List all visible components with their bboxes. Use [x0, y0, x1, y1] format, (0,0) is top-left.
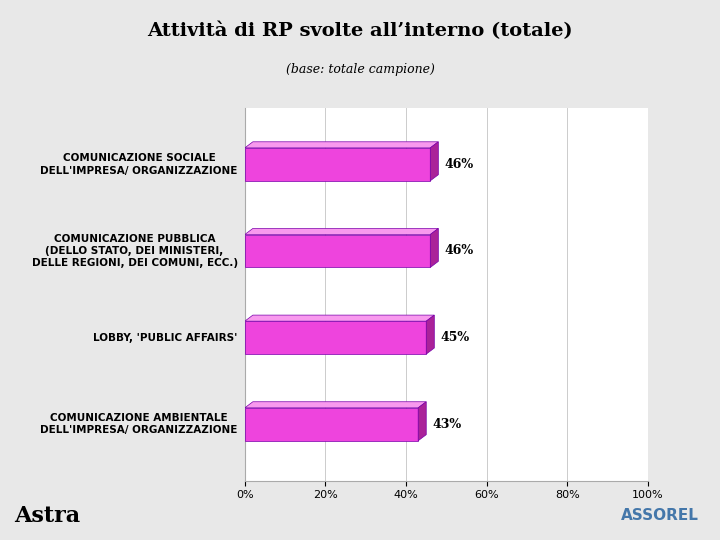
Text: Attività di RP svolte all’interno (totale): Attività di RP svolte all’interno (total… — [147, 22, 573, 40]
Polygon shape — [431, 142, 438, 181]
Polygon shape — [245, 315, 434, 321]
Bar — [245, 408, 418, 441]
Text: COMUNICAZIONE PUBBLICA
(DELLO STATO, DEI MINISTERI,
DELLE REGIONI, DEI COMUNI, E: COMUNICAZIONE PUBBLICA (DELLO STATO, DEI… — [32, 234, 238, 268]
Text: LOBBY, 'PUBLIC AFFAIRS': LOBBY, 'PUBLIC AFFAIRS' — [94, 333, 238, 342]
Text: 45%: 45% — [441, 331, 469, 344]
Text: 43%: 43% — [432, 418, 462, 431]
Bar — [245, 321, 426, 354]
Text: COMUNICAZIONE SOCIALE
DELL'IMPRESA/ ORGANIZZAZIONE: COMUNICAZIONE SOCIALE DELL'IMPRESA/ ORGA… — [40, 153, 238, 176]
Polygon shape — [245, 142, 438, 148]
Bar — [245, 148, 431, 181]
Text: 46%: 46% — [444, 245, 474, 258]
Polygon shape — [431, 228, 438, 267]
Text: ASSOREL: ASSOREL — [621, 508, 698, 523]
Polygon shape — [245, 228, 438, 234]
Text: COMUNICAZIONE AMBIENTALE
DELL'IMPRESA/ ORGANIZZAZIONE: COMUNICAZIONE AMBIENTALE DELL'IMPRESA/ O… — [40, 413, 238, 435]
Polygon shape — [418, 402, 426, 441]
Bar — [245, 234, 431, 267]
Text: Astra: Astra — [14, 505, 81, 526]
Text: 46%: 46% — [444, 158, 474, 171]
Polygon shape — [245, 402, 426, 408]
Text: (base: totale campione): (base: totale campione) — [286, 64, 434, 77]
Polygon shape — [426, 315, 434, 354]
